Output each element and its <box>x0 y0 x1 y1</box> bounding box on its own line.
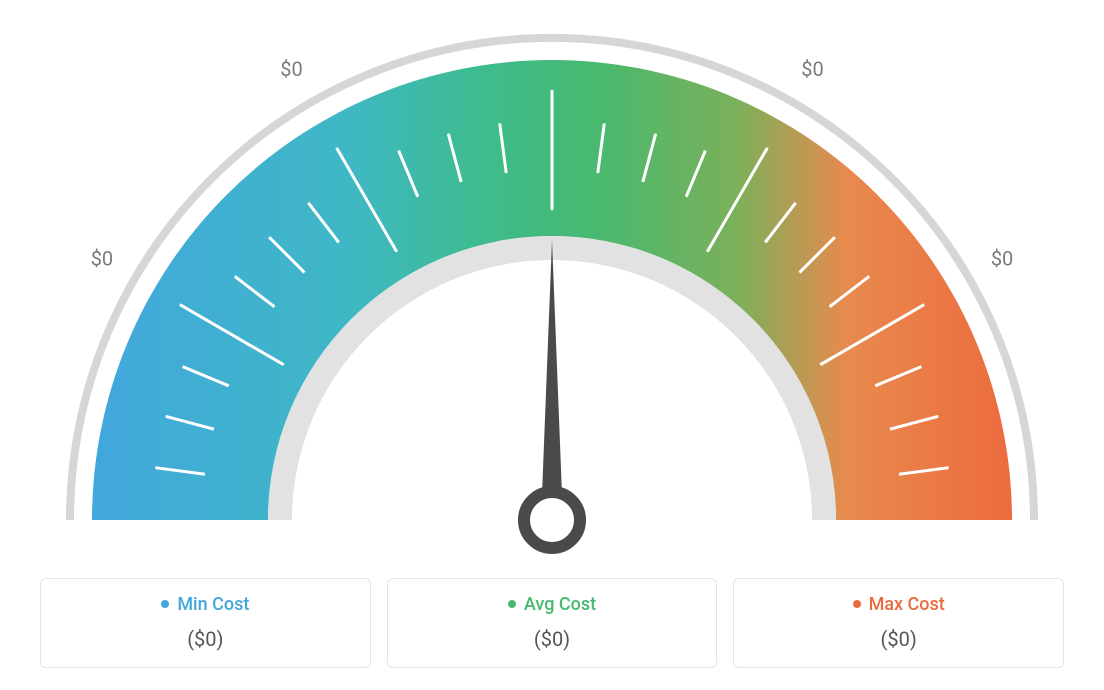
legend-value: ($0) <box>51 627 360 651</box>
svg-text:$0: $0 <box>541 10 563 11</box>
legend-title-min: Min Cost <box>161 594 249 615</box>
legend-value: ($0) <box>398 627 707 651</box>
legend-title-avg: Avg Cost <box>508 594 596 615</box>
legend-card-min: Min Cost ($0) <box>40 578 371 668</box>
dot-icon <box>853 600 861 608</box>
svg-text:$0: $0 <box>991 247 1013 271</box>
dot-icon <box>508 600 516 608</box>
dot-icon <box>161 600 169 608</box>
legend-value: ($0) <box>744 627 1053 651</box>
legend-label: Avg Cost <box>524 594 596 615</box>
svg-text:$0: $0 <box>91 247 113 271</box>
svg-text:$0: $0 <box>280 57 302 81</box>
legend-label: Max Cost <box>869 594 945 615</box>
legend-card-max: Max Cost ($0) <box>733 578 1064 668</box>
legend-label: Min Cost <box>177 594 249 615</box>
legend-card-avg: Avg Cost ($0) <box>387 578 718 668</box>
legend-title-max: Max Cost <box>853 594 945 615</box>
gauge-svg: $0$0$0$0$0$0$0 <box>52 10 1052 570</box>
legend-row: Min Cost ($0) Avg Cost ($0) Max Cost ($0… <box>40 578 1064 668</box>
svg-text:$0: $0 <box>801 57 823 81</box>
gauge-chart: $0$0$0$0$0$0$0 <box>52 10 1052 570</box>
